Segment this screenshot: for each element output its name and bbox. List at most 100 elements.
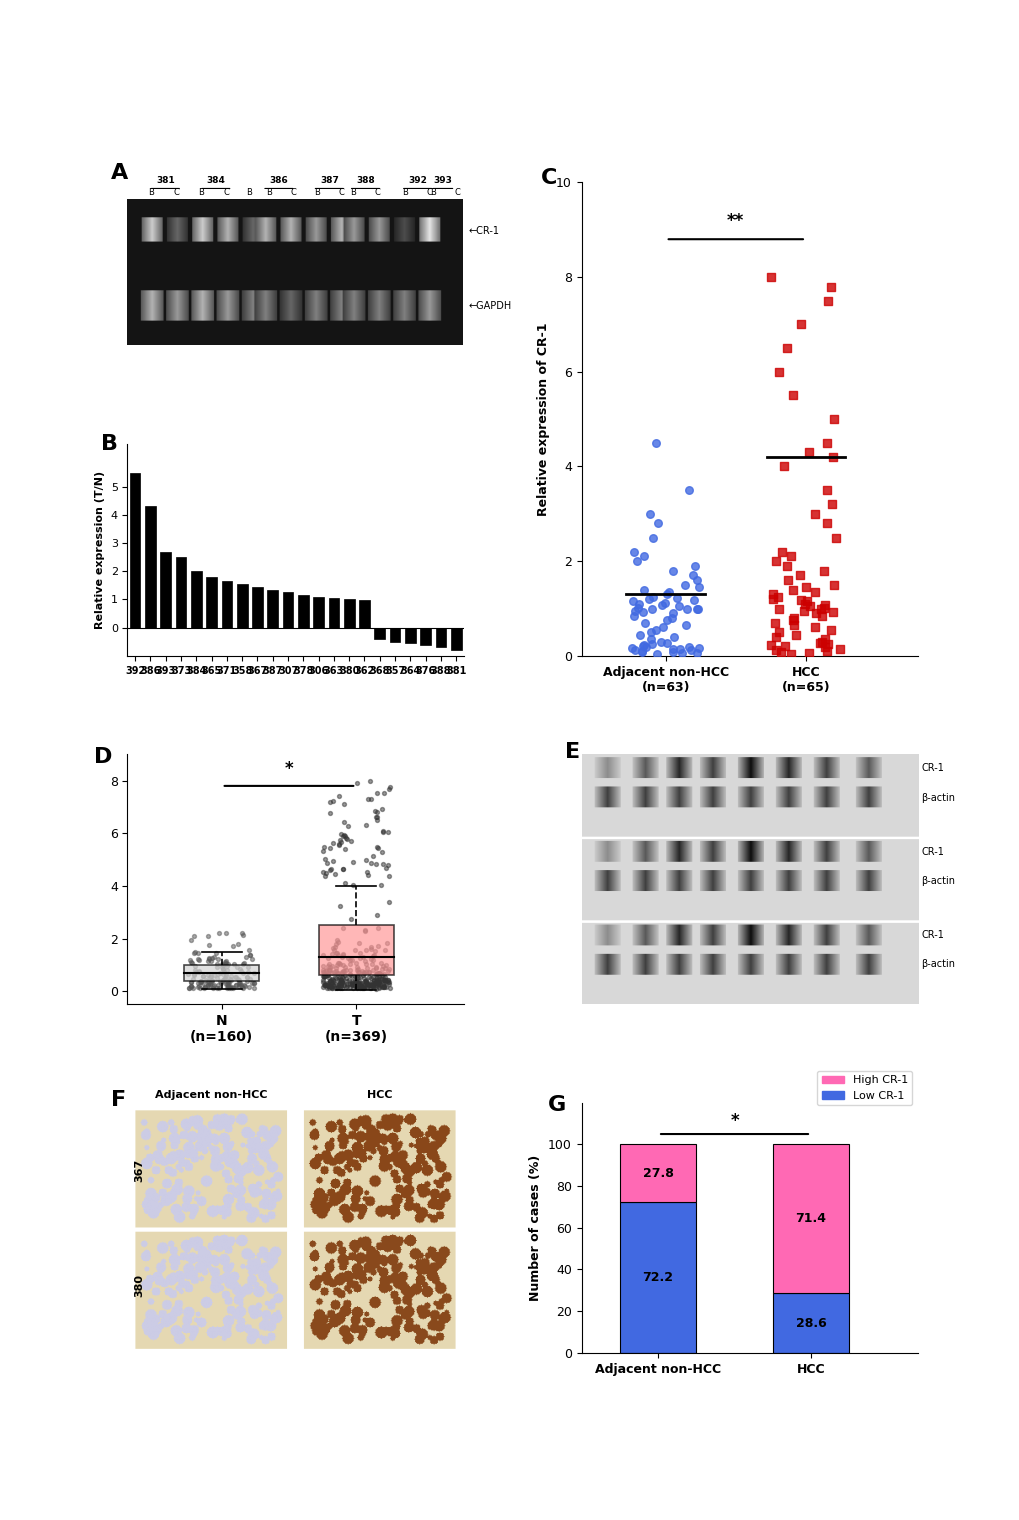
Text: C: C — [453, 188, 460, 198]
Point — [351, 974, 367, 999]
Bar — [252, 587, 263, 628]
Point — [235, 950, 252, 974]
Point — [323, 974, 339, 999]
Point — [380, 777, 396, 801]
Point — [798, 575, 814, 599]
Point — [658, 608, 675, 632]
Point — [643, 596, 659, 620]
Point — [228, 955, 245, 979]
Point — [824, 445, 841, 470]
Bar — [405, 628, 416, 643]
Text: A: A — [111, 163, 127, 182]
Point — [216, 967, 232, 991]
Point — [331, 952, 347, 976]
Text: 388: 388 — [356, 176, 375, 185]
Point — [328, 941, 344, 965]
Point — [320, 971, 336, 996]
Text: 393: 393 — [433, 176, 451, 185]
Point — [322, 856, 338, 880]
Point — [317, 964, 333, 988]
Point — [380, 853, 396, 877]
Point — [377, 968, 393, 993]
Point — [214, 953, 230, 977]
Point — [351, 974, 367, 999]
Point — [369, 800, 385, 824]
Point — [324, 968, 340, 993]
Point — [195, 971, 211, 996]
Point — [767, 549, 784, 573]
Text: C: C — [290, 188, 296, 198]
Point — [216, 965, 232, 990]
Point — [663, 558, 680, 582]
Point — [323, 971, 339, 996]
Text: *: * — [730, 1111, 738, 1129]
Bar — [620, 1202, 696, 1353]
Point — [357, 970, 373, 994]
Point — [228, 973, 245, 997]
Y-axis label: Number of cases (%): Number of cases (%) — [529, 1155, 542, 1301]
Point — [369, 915, 385, 939]
Point — [635, 634, 651, 658]
Point — [346, 964, 363, 988]
Bar — [175, 558, 186, 628]
Point — [335, 965, 352, 990]
Point — [332, 822, 348, 847]
Point — [342, 976, 359, 1000]
Point — [377, 967, 393, 991]
Point — [315, 942, 331, 967]
Point — [190, 970, 206, 994]
Point — [680, 477, 696, 502]
Point — [354, 959, 370, 983]
Point — [321, 976, 337, 1000]
Point — [200, 924, 216, 948]
Point — [230, 967, 247, 991]
Point — [370, 933, 386, 958]
Point — [181, 976, 198, 1000]
Point — [819, 289, 836, 313]
Point — [206, 962, 222, 986]
Bar — [450, 628, 462, 651]
Point — [315, 962, 331, 986]
Point — [202, 971, 218, 996]
Text: 392: 392 — [408, 176, 427, 185]
Point — [317, 973, 333, 997]
Text: B: B — [401, 188, 408, 198]
Point — [782, 641, 798, 666]
Point — [193, 970, 209, 994]
Point — [218, 962, 234, 986]
Point — [361, 976, 377, 1000]
Point — [200, 970, 216, 994]
Point — [331, 952, 347, 976]
Point — [367, 800, 383, 824]
Point — [337, 974, 354, 999]
Point — [191, 959, 207, 983]
Point — [354, 976, 370, 1000]
Point — [363, 952, 379, 976]
Point — [226, 953, 243, 977]
Point — [328, 976, 344, 1000]
Point — [332, 894, 348, 918]
Point — [351, 930, 367, 955]
Point — [785, 606, 801, 631]
Point — [238, 965, 255, 990]
Point — [182, 970, 199, 994]
Point — [812, 596, 828, 620]
Point — [377, 965, 393, 990]
Point — [318, 964, 334, 988]
Point — [785, 383, 801, 407]
Point — [367, 939, 383, 964]
Point — [198, 968, 214, 993]
Point — [219, 955, 235, 979]
Point — [315, 961, 331, 985]
Point — [365, 948, 381, 973]
Point — [806, 502, 822, 526]
Point — [315, 839, 331, 863]
Point — [230, 971, 247, 996]
Point — [379, 959, 395, 983]
Point — [343, 964, 360, 988]
Point — [369, 961, 385, 985]
Point — [636, 611, 652, 635]
Point — [818, 511, 835, 535]
Bar — [359, 600, 370, 628]
Point — [211, 968, 227, 993]
